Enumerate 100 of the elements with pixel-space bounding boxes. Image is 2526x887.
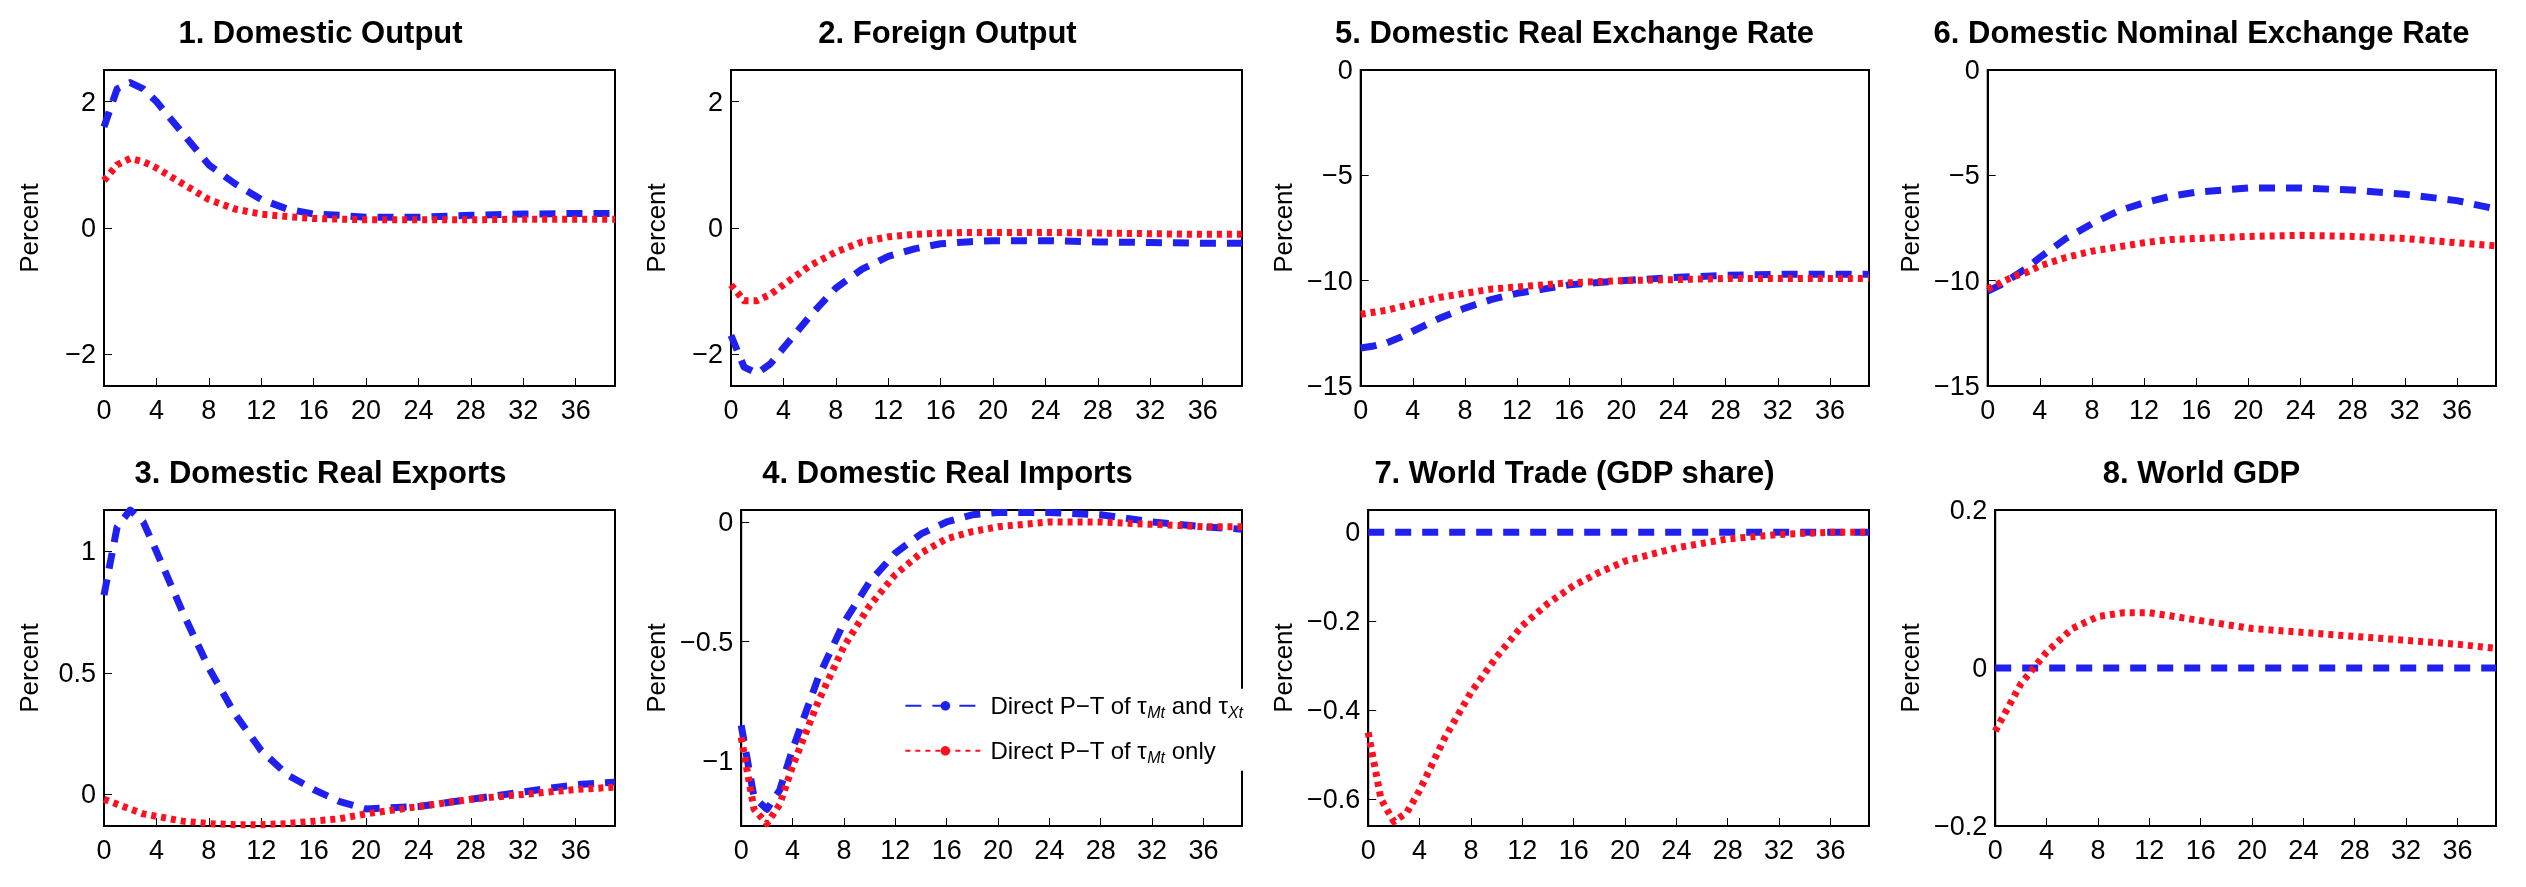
x-tick-label: 12: [1502, 394, 1533, 425]
x-tick-label: 8: [828, 394, 844, 425]
y-tick-label: −0.2: [1933, 811, 1988, 841]
x-tick-label: 20: [351, 394, 382, 425]
y-tick-label: −2: [692, 339, 723, 370]
x-tick-label: 4: [2039, 834, 2055, 865]
x-tick-label: 20: [983, 834, 1014, 865]
x-tick-label: 32: [508, 394, 539, 425]
y-tick-label: 0.2: [1949, 495, 1988, 525]
y-tick-label: −1: [702, 746, 734, 777]
chart-title: 8. World GDP: [2102, 455, 2301, 490]
x-tick-label: 20: [1610, 834, 1641, 865]
y-axis-title: Percent: [641, 182, 671, 273]
x-tick-label: 4: [148, 834, 164, 865]
x-tick-label: 36: [1188, 834, 1219, 865]
y-tick-label: −0.4: [1306, 695, 1361, 726]
x-tick-label: 20: [978, 394, 1009, 425]
x-tick-label: 8: [2090, 834, 2106, 865]
x-tick-label: 4: [1405, 394, 1421, 425]
y-axis-title: Percent: [1268, 622, 1298, 713]
x-tick-label: 4: [1412, 834, 1428, 865]
y-tick-label: −15: [1306, 371, 1353, 401]
y-tick-label: −5: [1321, 160, 1353, 191]
x-tick-label: 8: [201, 834, 217, 865]
y-axis-title: Percent: [1895, 622, 1925, 713]
chart-title: 1. Domestic Output: [178, 15, 463, 50]
x-tick-label: 32: [1764, 834, 1795, 865]
y-axis-title: Percent: [1268, 182, 1298, 273]
chart-title: 5. Domestic Real Exchange Rate: [1335, 15, 1814, 50]
x-tick-label: 24: [2285, 394, 2316, 425]
x-tick-label: 20: [1606, 394, 1637, 425]
x-tick-label: 24: [403, 394, 434, 425]
x-tick-label: 8: [201, 394, 217, 425]
x-tick-label: 36: [2441, 394, 2472, 425]
y-axis-title: Percent: [641, 622, 671, 713]
x-tick-label: 16: [1558, 834, 1589, 865]
x-tick-label: 28: [2339, 834, 2370, 865]
x-tick-label: 28: [2337, 394, 2368, 425]
x-tick-label: 24: [1034, 834, 1065, 865]
x-tick-label: 16: [298, 394, 329, 425]
x-tick-label: 20: [351, 834, 382, 865]
x-tick-label: 28: [1712, 834, 1743, 865]
x-tick-label: 28: [1085, 834, 1116, 865]
x-tick-label: 16: [931, 834, 962, 865]
y-tick-label: −15: [1933, 371, 1980, 401]
y-tick-label: −5: [1948, 160, 1980, 191]
y-tick-label: 2: [80, 86, 96, 117]
y-tick-label: 0: [1964, 55, 1980, 85]
x-tick-label: 24: [1658, 394, 1689, 425]
x-tick-label: 28: [455, 834, 486, 865]
x-tick-label: 16: [925, 394, 956, 425]
x-tick-label: 32: [1762, 394, 1793, 425]
x-tick-label: 12: [2129, 394, 2160, 425]
chart-title: 2. Foreign Output: [818, 15, 1077, 50]
y-tick-label: 0: [1337, 55, 1353, 85]
y-tick-label: −0.2: [1306, 606, 1361, 637]
x-tick-label: 24: [403, 834, 434, 865]
x-tick-label: 12: [1507, 834, 1538, 865]
x-tick-label: 36: [1815, 834, 1846, 865]
chart-title: 3. Domestic Real Exports: [134, 455, 507, 490]
x-tick-label: 24: [1661, 834, 1692, 865]
y-tick-label: 0: [80, 779, 96, 810]
x-tick-label: 36: [1814, 394, 1845, 425]
y-tick-label: 0: [1345, 517, 1361, 548]
x-tick-label: 16: [298, 834, 329, 865]
x-tick-label: 28: [455, 394, 486, 425]
x-tick-label: 24: [1030, 394, 1061, 425]
x-tick-label: 36: [1187, 394, 1218, 425]
y-tick-label: −0.6: [1306, 784, 1361, 815]
x-tick-label: 36: [2442, 834, 2473, 865]
x-tick-label: 36: [560, 834, 591, 865]
x-tick-label: 12: [873, 394, 904, 425]
x-tick-label: 8: [836, 834, 852, 865]
y-axis-title: Percent: [14, 622, 44, 713]
x-tick-label: 8: [1463, 834, 1479, 865]
y-tick-label: 2: [707, 86, 723, 117]
y-tick-label: −2: [65, 339, 96, 370]
x-tick-label: 36: [560, 394, 591, 425]
x-tick-label: 32: [1137, 834, 1168, 865]
x-tick-label: 4: [785, 834, 801, 865]
x-tick-label: 32: [2389, 394, 2420, 425]
x-tick-label: 32: [2391, 834, 2422, 865]
chart-title: 6. Domestic Nominal Exchange Rate: [1933, 15, 2470, 50]
y-tick-label: 0: [1972, 653, 1988, 683]
x-tick-label: 4: [148, 394, 164, 425]
x-tick-label: 12: [246, 394, 277, 425]
x-tick-label: 8: [2084, 394, 2100, 425]
x-tick-label: 28: [1082, 394, 1113, 425]
chart-title: 4. Domestic Real Imports: [762, 455, 1133, 490]
x-tick-label: 32: [1135, 394, 1166, 425]
x-tick-label: 8: [1457, 394, 1473, 425]
x-tick-label: 4: [775, 394, 791, 425]
x-tick-label: 4: [2032, 394, 2048, 425]
y-axis-title: Percent: [14, 182, 44, 273]
x-tick-label: 12: [2134, 834, 2165, 865]
x-tick-label: 12: [880, 834, 911, 865]
x-tick-label: 32: [508, 834, 539, 865]
y-tick-label: −0.5: [679, 626, 734, 657]
y-tick-label: 0.5: [58, 657, 96, 688]
y-tick-label: 0: [80, 213, 96, 243]
